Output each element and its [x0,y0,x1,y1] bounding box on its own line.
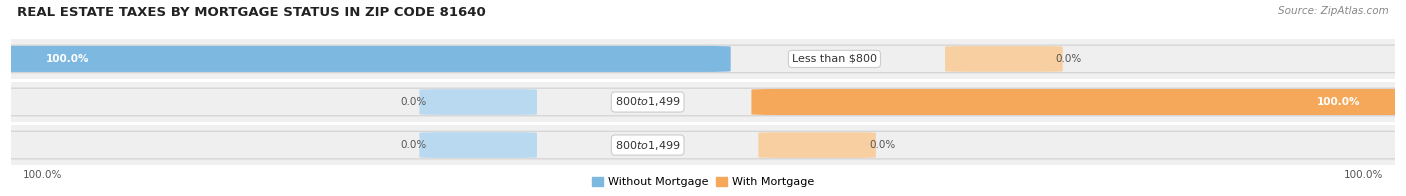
FancyBboxPatch shape [0,88,1406,116]
Text: 100.0%: 100.0% [1344,170,1384,180]
Text: 100.0%: 100.0% [1316,97,1360,107]
Text: $800 to $1,499: $800 to $1,499 [614,95,681,109]
FancyBboxPatch shape [751,89,1406,115]
FancyBboxPatch shape [0,45,1406,73]
FancyBboxPatch shape [0,131,1406,159]
Text: 0.0%: 0.0% [401,97,426,107]
Text: Source: ZipAtlas.com: Source: ZipAtlas.com [1278,6,1389,16]
FancyBboxPatch shape [0,46,731,72]
Text: 100.0%: 100.0% [22,170,62,180]
Text: $800 to $1,499: $800 to $1,499 [614,139,681,152]
Text: REAL ESTATE TAXES BY MORTGAGE STATUS IN ZIP CODE 81640: REAL ESTATE TAXES BY MORTGAGE STATUS IN … [17,6,485,19]
Text: 0.0%: 0.0% [401,140,426,150]
Text: 0.0%: 0.0% [1056,54,1083,64]
FancyBboxPatch shape [945,46,1063,72]
FancyBboxPatch shape [419,132,537,158]
Text: Less than $800: Less than $800 [792,54,877,64]
Legend: Without Mortgage, With Mortgage: Without Mortgage, With Mortgage [588,173,818,192]
Text: 0.0%: 0.0% [869,140,896,150]
FancyBboxPatch shape [758,132,876,158]
Text: 100.0%: 100.0% [46,54,90,64]
FancyBboxPatch shape [419,89,537,115]
